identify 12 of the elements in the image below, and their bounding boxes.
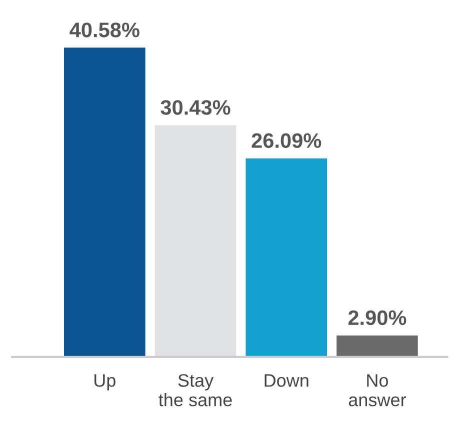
data-label: 40.58% — [70, 22, 140, 38]
x-tick-label: Up — [94, 374, 116, 390]
data-label: 26.09% — [252, 133, 322, 148]
bar — [62, 46, 147, 357]
bar — [244, 156, 328, 357]
data-label: 30.43% — [160, 100, 230, 115]
x-tick-label: Down — [264, 374, 308, 387]
bar — [335, 334, 420, 357]
bar — [153, 124, 238, 357]
x-tick-label: Stay the same — [158, 374, 232, 406]
x-tick-label: No answer — [348, 374, 406, 406]
data-label: 2.90% — [348, 310, 406, 326]
